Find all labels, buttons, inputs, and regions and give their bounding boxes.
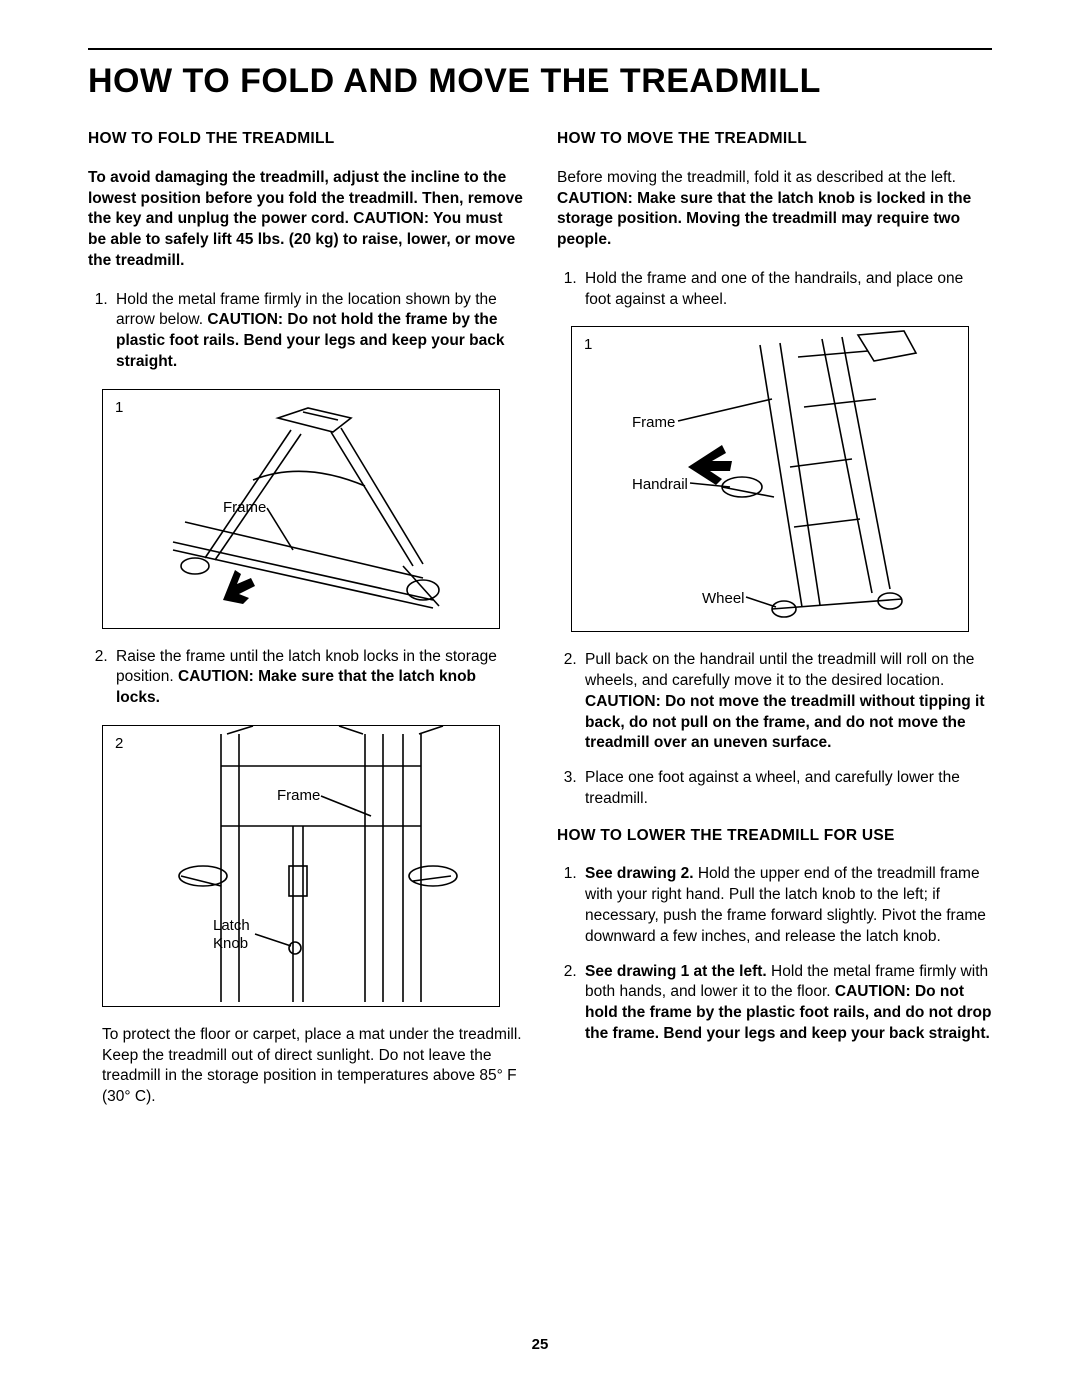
lower-steps: See drawing 2. Hold the upper end of the… — [557, 864, 992, 1044]
lower-step-2: See drawing 1 at the left. Hold the meta… — [581, 962, 992, 1045]
left-column: HOW TO FOLD THE TREADMILL To avoid damag… — [88, 129, 523, 1124]
right-intro-a: Before moving the treadmill, fold it as … — [557, 169, 956, 186]
right-intro: Before moving the treadmill, fold it as … — [557, 168, 992, 251]
fig1-drawing — [103, 390, 501, 630]
right-step-2: Pull back on the handrail until the trea… — [581, 650, 992, 754]
fig2-number: 2 — [115, 734, 123, 754]
right-column: HOW TO MOVE THE TREADMILL Before moving … — [557, 129, 992, 1124]
right-steps: Hold the frame and one of the handrails,… — [557, 269, 992, 311]
fig1-number: 1 — [115, 398, 123, 418]
right-step-2b: CAUTION: Do not move the treadmill witho… — [585, 693, 985, 752]
lower-step-2a: See drawing 1 at the left. — [585, 963, 767, 980]
left-steps-2: Raise the frame until the latch knob loc… — [88, 647, 523, 709]
page-number: 25 — [0, 1336, 1080, 1353]
fig2-drawing — [103, 726, 501, 1008]
right-step-3: Place one foot against a wheel, and care… — [581, 768, 992, 810]
fig3-label-handrail: Handrail — [632, 475, 688, 495]
left-subtitle: HOW TO FOLD THE TREADMILL — [88, 129, 523, 150]
fig3-number: 1 — [584, 335, 592, 355]
figure-2: 2 Frame Latch Knob — [102, 725, 500, 1007]
left-after: To protect the floor or carpet, place a … — [102, 1025, 523, 1108]
lower-subtitle: HOW TO LOWER THE TREADMILL FOR USE — [557, 826, 992, 847]
fig1-label-frame: Frame — [223, 498, 266, 518]
lower-step-1a: See drawing 2. — [585, 865, 694, 882]
fig2-label-latch2: Knob — [213, 934, 248, 954]
left-step-1: Hold the metal frame firmly in the locat… — [112, 290, 523, 373]
right-intro-b: CAUTION: Make sure that the latch knob i… — [557, 190, 971, 249]
figure-1: 1 Frame — [102, 389, 500, 629]
right-subtitle: HOW TO MOVE THE TREADMILL — [557, 129, 992, 150]
columns: HOW TO FOLD THE TREADMILL To avoid damag… — [88, 129, 992, 1124]
right-step-2a: Pull back on the handrail until the trea… — [585, 651, 974, 689]
right-steps-2: Pull back on the handrail until the trea… — [557, 650, 992, 809]
figure-3: 1 Frame Handrail Wheel — [571, 326, 969, 632]
top-rule — [88, 48, 992, 50]
fig3-label-wheel: Wheel — [702, 589, 745, 609]
right-step-1: Hold the frame and one of the handrails,… — [581, 269, 992, 311]
lower-step-1: See drawing 2. Hold the upper end of the… — [581, 864, 992, 947]
fig2-label-frame: Frame — [277, 786, 320, 806]
left-steps-1: Hold the metal frame firmly in the locat… — [88, 290, 523, 373]
left-step-2: Raise the frame until the latch knob loc… — [112, 647, 523, 709]
left-intro: To avoid damaging the treadmill, adjust … — [88, 168, 523, 272]
main-title: HOW TO FOLD AND MOVE THE TREADMILL — [88, 62, 992, 101]
fig3-label-frame: Frame — [632, 413, 675, 433]
page: HOW TO FOLD AND MOVE THE TREADMILL HOW T… — [0, 0, 1080, 1397]
